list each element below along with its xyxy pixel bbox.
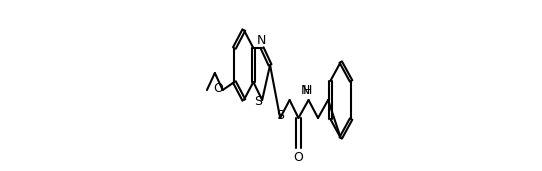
Text: N: N — [301, 84, 310, 97]
Text: N: N — [256, 34, 266, 47]
Text: H: H — [303, 84, 312, 97]
Text: O: O — [213, 82, 223, 95]
Text: O: O — [294, 151, 304, 164]
Text: S: S — [276, 109, 284, 122]
Text: S: S — [254, 95, 262, 108]
